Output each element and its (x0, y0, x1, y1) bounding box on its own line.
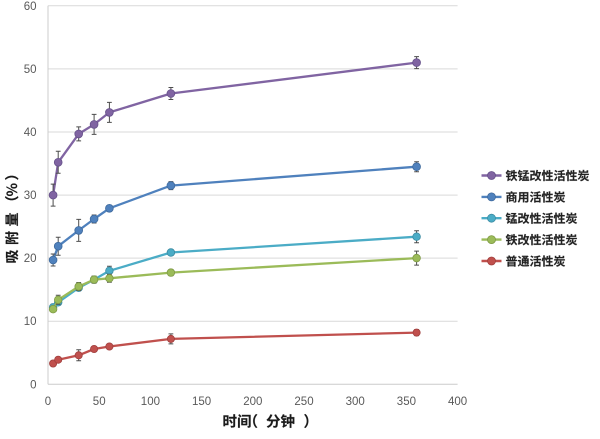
svg-text:10: 10 (24, 316, 37, 328)
svg-text:40: 40 (24, 127, 37, 139)
svg-text:0: 0 (30, 379, 36, 391)
svg-text:100: 100 (141, 396, 160, 408)
svg-text:350: 350 (397, 396, 416, 408)
svg-text:150: 150 (192, 396, 211, 408)
svg-text:20: 20 (24, 253, 37, 265)
svg-text:0: 0 (45, 396, 51, 408)
svg-text:50: 50 (24, 64, 37, 76)
svg-text:400: 400 (448, 396, 467, 408)
svg-text:60: 60 (24, 1, 37, 13)
svg-text:50: 50 (93, 396, 106, 408)
svg-text:200: 200 (243, 396, 262, 408)
svg-text:300: 300 (346, 396, 365, 408)
svg-text:250: 250 (294, 396, 313, 408)
svg-text:30: 30 (24, 190, 37, 202)
